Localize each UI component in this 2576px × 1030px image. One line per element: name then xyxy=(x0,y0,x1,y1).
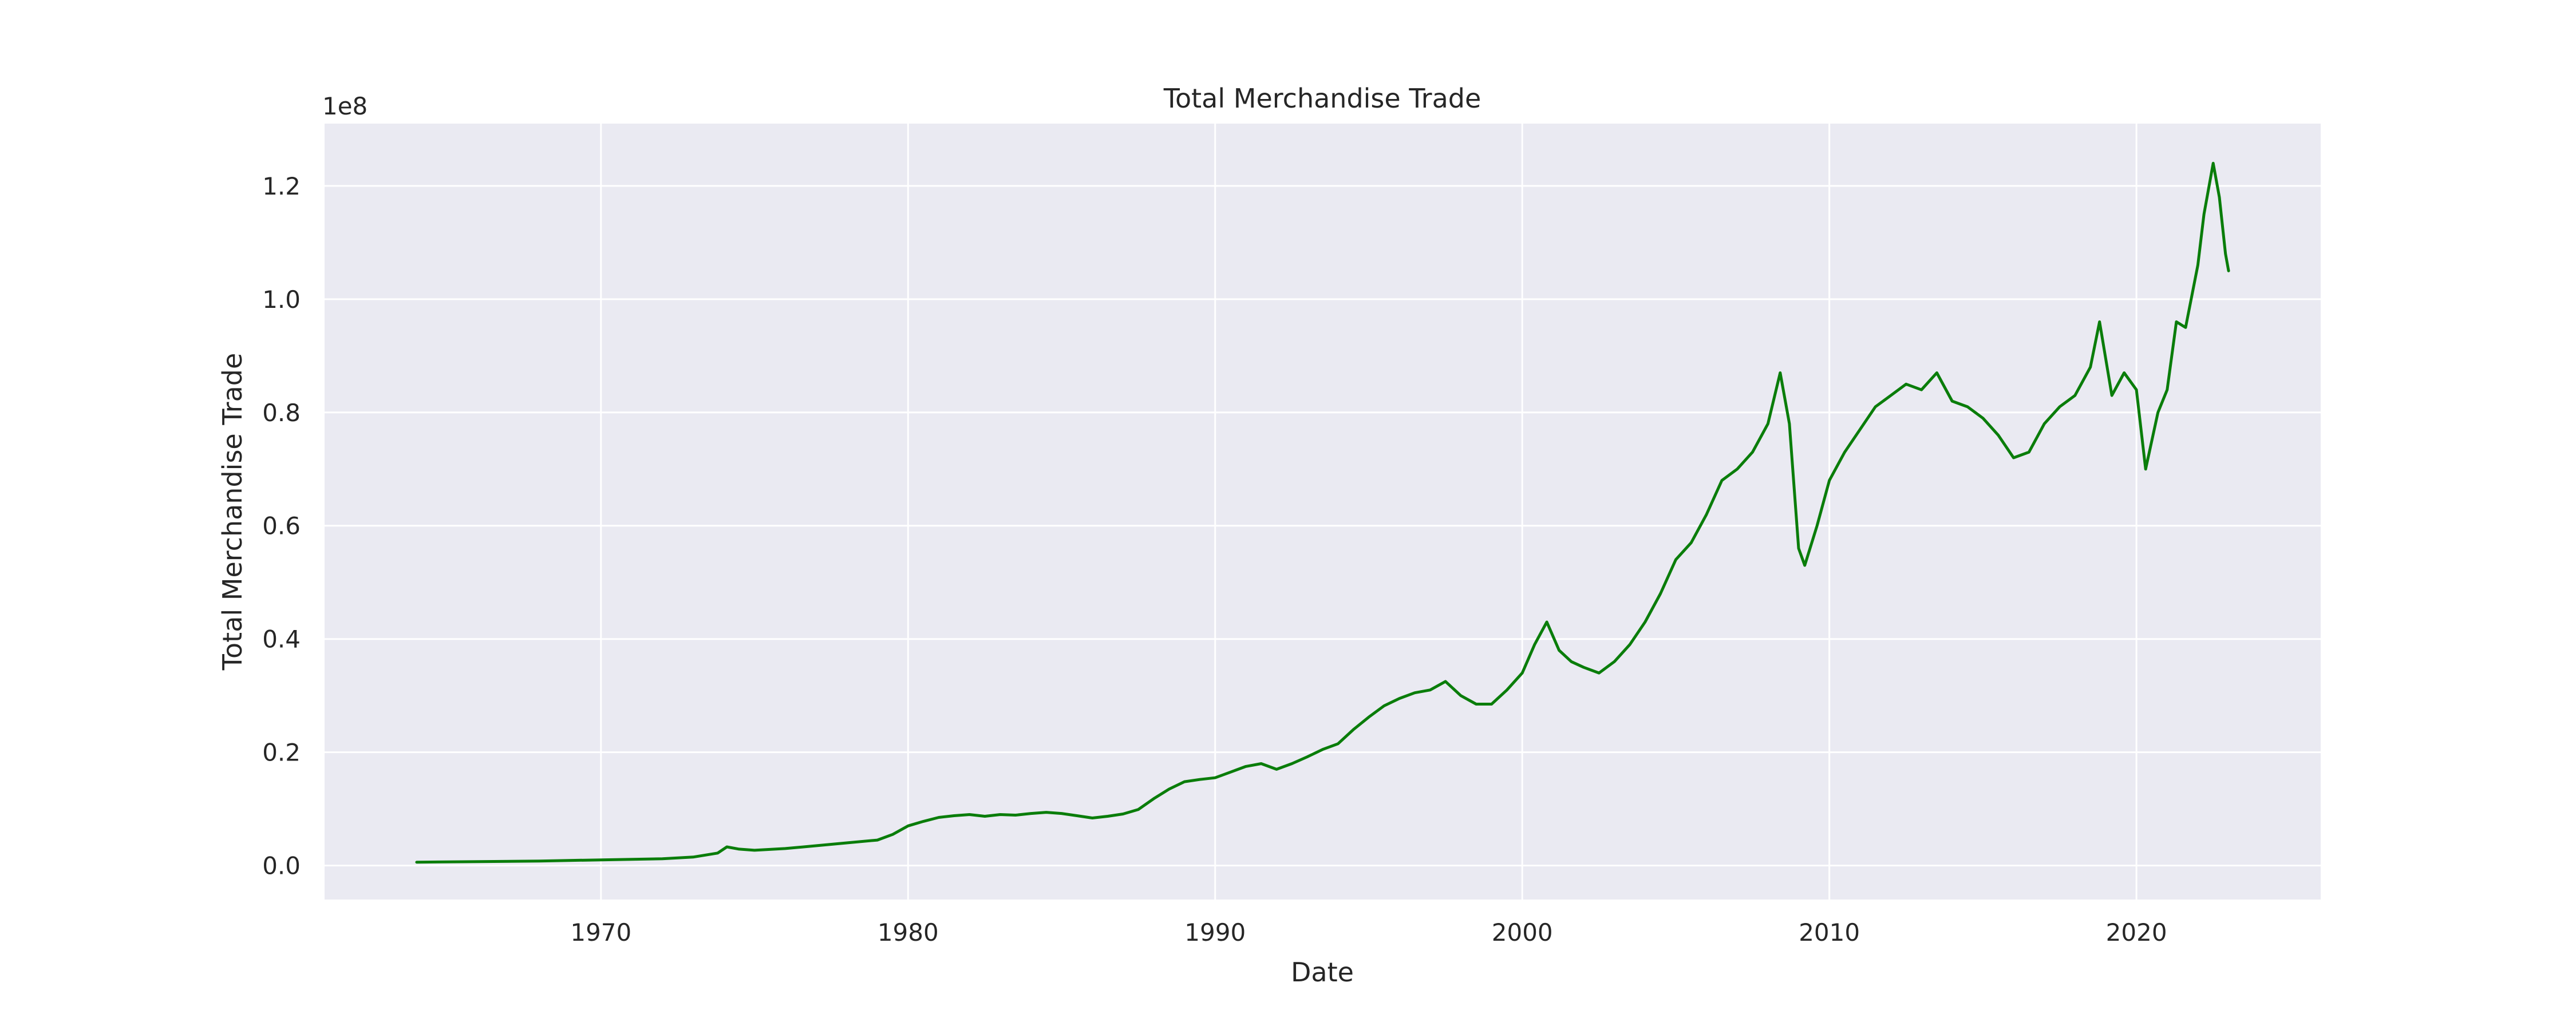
x-tick-label: 1970 xyxy=(570,918,631,946)
y-tick-label: 0.0 xyxy=(262,852,301,880)
y-tick-label: 0.8 xyxy=(262,399,301,427)
x-tick-label: 1980 xyxy=(878,918,939,946)
x-tick-label: 2010 xyxy=(1799,918,1860,946)
series-line xyxy=(415,161,2230,864)
y-tick-label: 1.0 xyxy=(262,286,301,314)
y-axis-label: Total Merchandise Trade xyxy=(217,353,248,671)
x-tick-label: 1990 xyxy=(1184,918,1246,946)
grid-lines xyxy=(325,124,2321,900)
plot-area xyxy=(325,124,2321,900)
y-tick-labels: 0.0 0.2 0.4 0.6 0.8 1.0 1.2 xyxy=(262,172,301,880)
y-offset-label: 1e8 xyxy=(322,92,368,120)
y-tick-label: 0.6 xyxy=(262,512,301,540)
x-tick-labels: 1970 1980 1990 2000 2010 2020 xyxy=(570,918,2167,946)
chart-title: Total Merchandise Trade xyxy=(1163,83,1481,114)
y-tick-label: 1.2 xyxy=(262,172,301,200)
series-layer xyxy=(415,161,2230,864)
y-tick-label: 0.2 xyxy=(262,739,301,767)
x-tick-label: 2020 xyxy=(2106,918,2167,946)
x-tick-label: 2000 xyxy=(1492,918,1553,946)
x-axis-label: Date xyxy=(1291,957,1354,988)
y-tick-label: 0.4 xyxy=(262,625,301,653)
